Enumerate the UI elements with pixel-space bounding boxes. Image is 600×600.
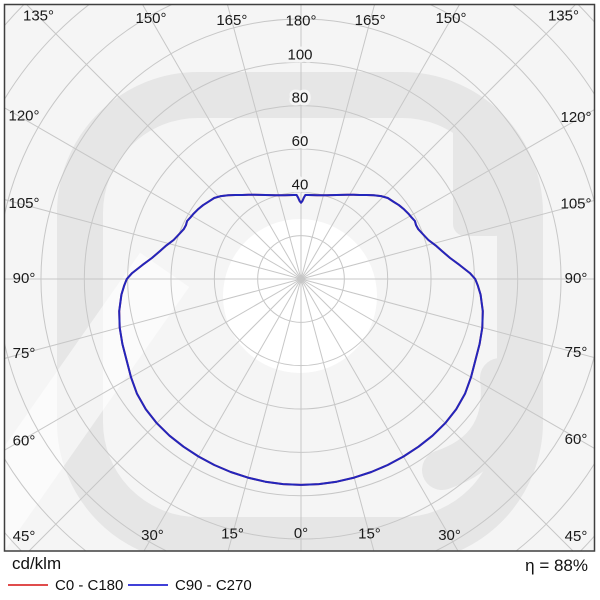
angle-label: 105° [560, 196, 591, 213]
angle-label: 15° [358, 526, 381, 543]
angle-label: 120° [8, 107, 39, 124]
legend-item-c90-c270: C90 - C270 [128, 576, 252, 594]
angle-label: 150° [435, 10, 466, 27]
angle-label: 165° [355, 12, 386, 29]
r-axis-tick-label: 100 [287, 46, 312, 63]
angle-label: 60° [13, 433, 36, 450]
red-line-swatch [8, 584, 48, 586]
efficiency-label: η = 88% [525, 556, 588, 575]
angle-label: 135° [548, 7, 579, 24]
angle-label: 90° [13, 270, 36, 287]
r-axis-tick-label: 40 [292, 176, 309, 193]
legend-label: C0 - C180 [55, 576, 124, 594]
angle-label: 45° [565, 528, 588, 545]
legend-item-c0-c180: C0 - C180 [8, 576, 124, 594]
angle-label: 180° [285, 12, 316, 29]
angle-label: 150° [136, 10, 167, 27]
angle-label: 30° [141, 527, 164, 544]
angle-label: 15° [221, 526, 244, 543]
plot-border [3, 3, 596, 552]
legend-label: C90 - C270 [175, 576, 252, 594]
angle-label: 105° [8, 195, 39, 212]
angle-label: 60° [565, 431, 588, 448]
unit-label: cd/klm [12, 554, 62, 573]
angle-label: 90° [565, 270, 588, 287]
angle-label: 45° [13, 528, 36, 545]
r-axis-tick-label: 80 [292, 90, 309, 107]
angle-label: 165° [216, 12, 247, 29]
angle-label: 135° [23, 7, 54, 24]
angle-label: 75° [13, 345, 36, 362]
blue-line-swatch [128, 584, 168, 586]
angle-label: 75° [565, 344, 588, 361]
angle-label: 0° [294, 525, 308, 542]
r-axis-tick-label: 60 [292, 133, 309, 150]
curve-C90-C270 [118, 193, 484, 486]
legend: C0 - C180 C90 - C270 [0, 577, 600, 595]
angle-label: 120° [560, 109, 591, 126]
angle-label: 30° [438, 527, 461, 544]
